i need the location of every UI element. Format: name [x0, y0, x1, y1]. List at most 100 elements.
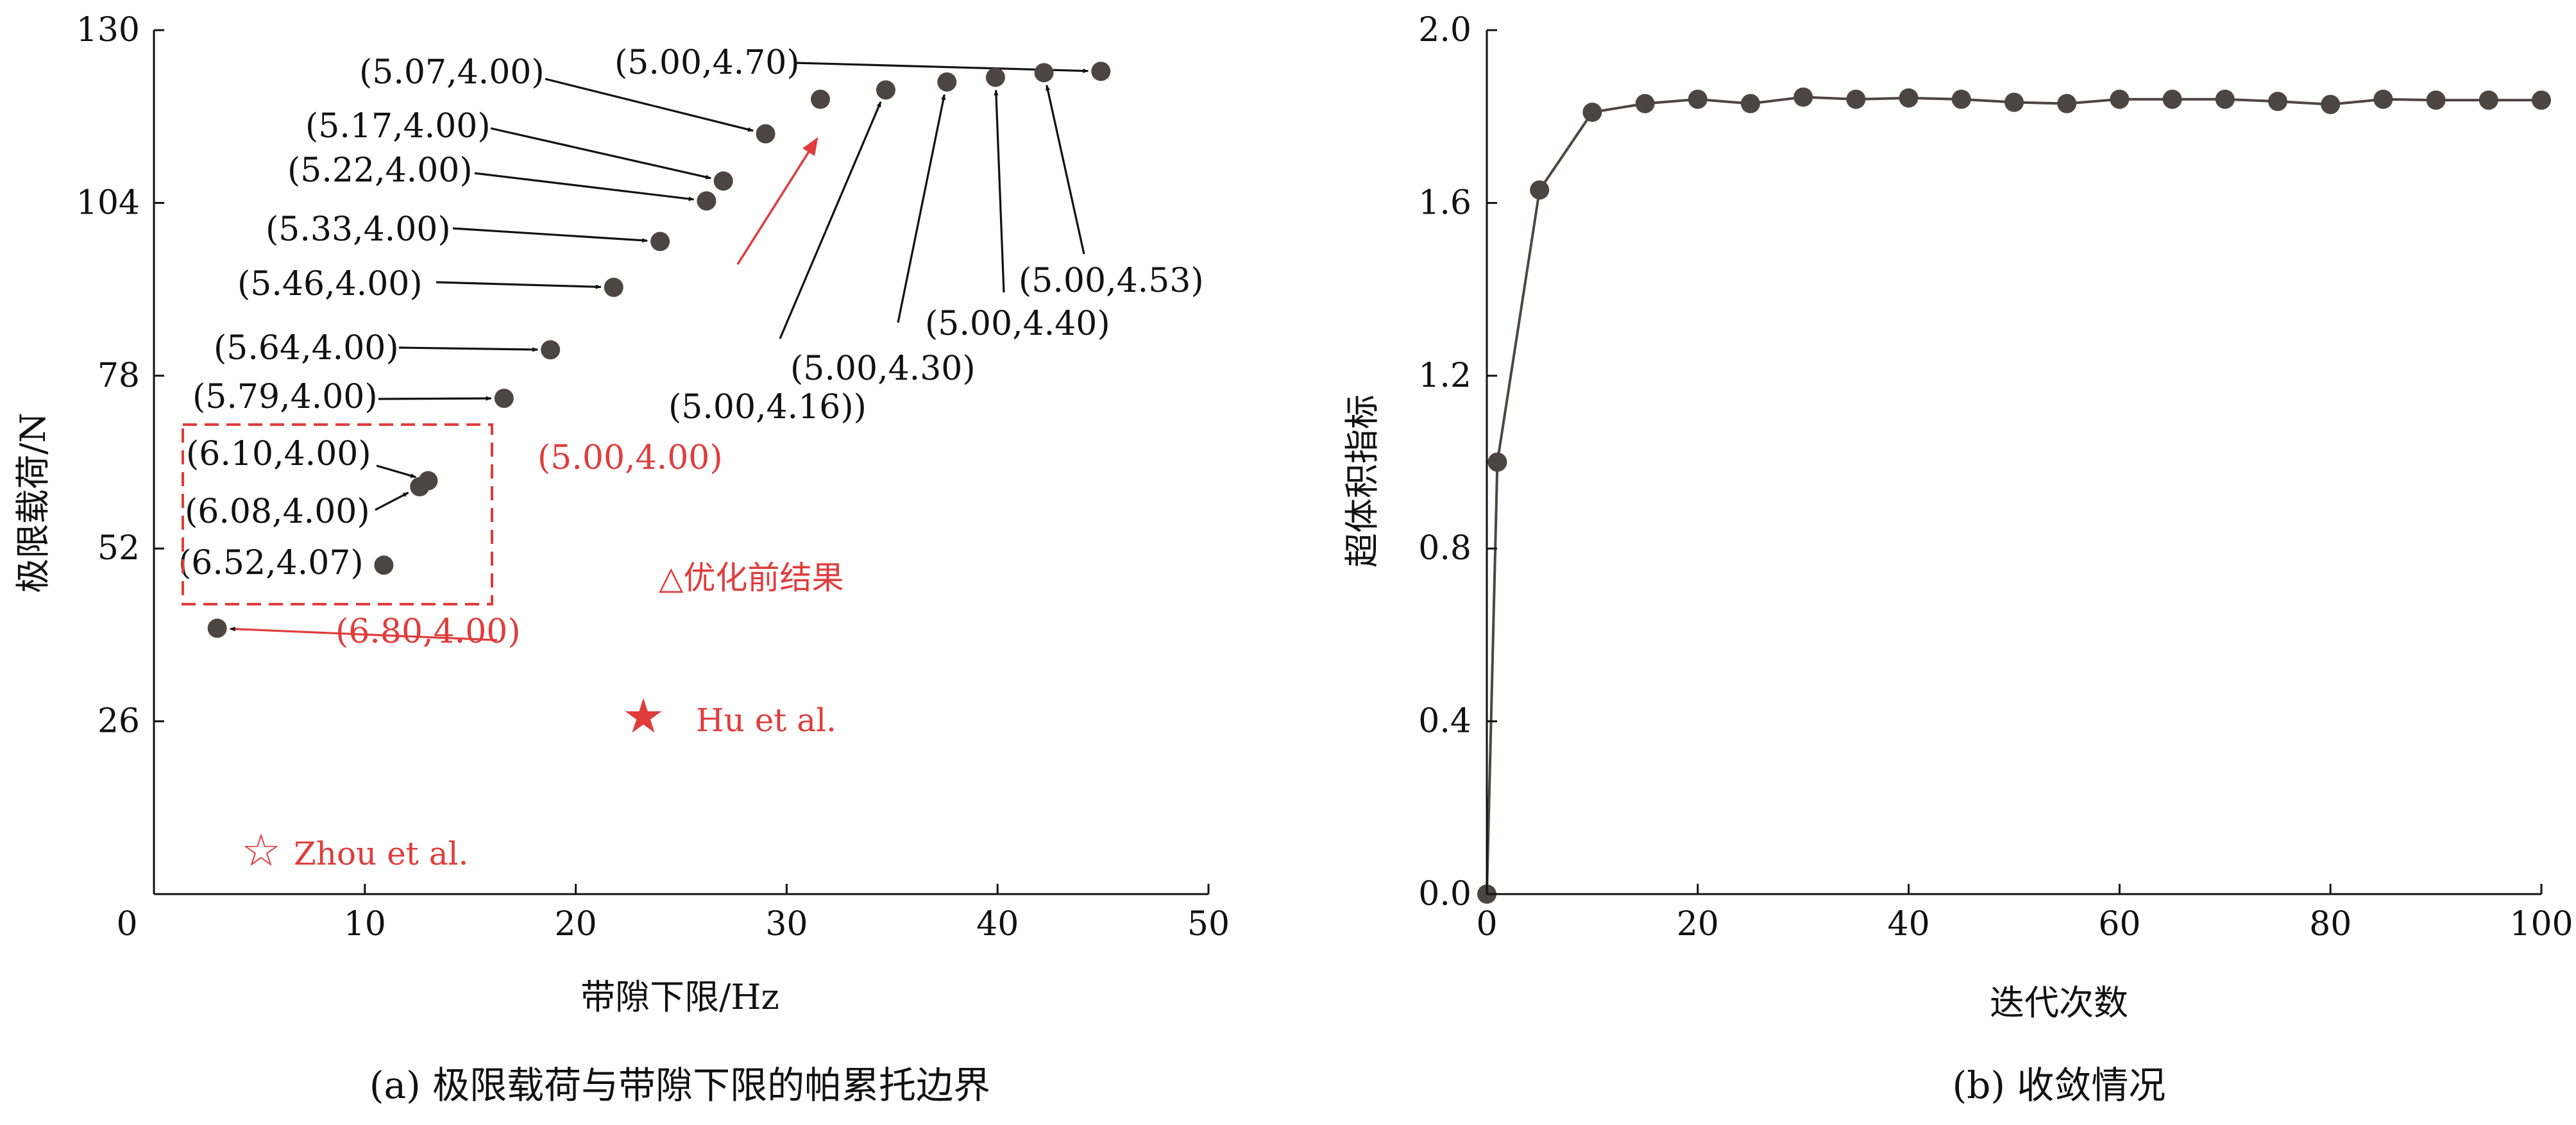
y-tick-label: 104	[76, 183, 140, 222]
data-point	[2321, 94, 2341, 114]
point-label: (5.00,4.16))	[668, 388, 867, 427]
data-point	[2532, 90, 2551, 110]
point-label: (5.00,4.00)	[538, 439, 723, 477]
caption-b: (b) 收敛情况	[1953, 1063, 2166, 1107]
point-label: (5.22,4.00)	[287, 151, 473, 190]
data-point	[2162, 89, 2182, 109]
label-arrow	[1046, 84, 1085, 255]
panel-a-scatter: (6.80,4.00) (6.52,4.07) (6.08,4.00) (6.10,4…	[13, 11, 1230, 1107]
data-point	[374, 555, 394, 575]
data-point	[1846, 89, 1866, 109]
highlight-box	[182, 423, 493, 605]
point-label: (6.52,4.07)	[178, 544, 364, 582]
x-tick-label: 40	[1888, 905, 1930, 943]
x-tick-label: 0	[1476, 905, 1497, 943]
label-arrow	[376, 464, 417, 478]
point-label: (5.00,4.30)	[790, 350, 976, 388]
data-point	[937, 72, 957, 92]
data-point	[811, 89, 831, 109]
x-axis-label: 迭代次数	[1990, 983, 2128, 1023]
point-label: (5.00,4.40)	[925, 305, 1110, 343]
data-point	[876, 80, 895, 100]
x-tick-label: 0	[116, 905, 137, 943]
y-tick-label: 78	[97, 357, 140, 395]
data-point	[756, 124, 775, 144]
data-point	[1635, 94, 1655, 114]
label-arrow	[474, 172, 695, 201]
data-point	[985, 67, 1005, 87]
point-label: (5.79,4.00)	[192, 378, 378, 416]
data-point	[604, 277, 623, 297]
data-points	[207, 62, 1111, 638]
point-labels: (6.80,4.00) (6.52,4.07) (6.08,4.00) (6.10,4…	[178, 44, 1204, 651]
label-arrow	[545, 78, 754, 132]
label-arrow	[378, 396, 492, 401]
y-tick-label: 0.8	[1418, 529, 1471, 568]
y-tick-label: 0.0	[1418, 875, 1471, 913]
data-point	[1582, 102, 1602, 122]
data-points	[1477, 87, 2551, 904]
data-point	[2004, 92, 2024, 112]
pre-optimization-label: △优化前结果	[659, 559, 843, 596]
point-label: (5.17,4.00)	[305, 107, 491, 146]
point-label: (5.00,4.70)	[614, 44, 800, 82]
data-point	[418, 471, 438, 491]
data-point	[713, 171, 733, 191]
point-label: (6.80,4.00)	[335, 613, 521, 651]
annotation-arrows	[229, 62, 1089, 641]
hu-et-al-label: Hu et al.	[696, 702, 836, 739]
point-label: (5.46,4.00)	[237, 265, 423, 303]
zhou-et-al-label: Zhou et al.	[294, 835, 468, 872]
data-point	[541, 340, 561, 360]
data-point	[1899, 88, 1919, 108]
data-point	[2215, 89, 2235, 109]
point-label: (5.33,4.00)	[266, 210, 451, 249]
data-point	[1951, 89, 1971, 109]
data-point	[2268, 92, 2287, 112]
data-point	[2110, 89, 2130, 109]
y-axis-label: 超体积指标	[1342, 394, 1382, 568]
x-axis-label: 带隙下限/Hz	[580, 977, 779, 1017]
data-point	[1741, 94, 1760, 114]
x-tick-label: 20	[1677, 905, 1719, 943]
hu-star-icon: ★	[622, 689, 665, 744]
label-arrow	[375, 491, 409, 511]
y-tick-label: 26	[97, 702, 140, 741]
data-point	[2373, 89, 2393, 109]
data-point	[1793, 87, 1813, 107]
point-label: (6.10,4.00)	[186, 435, 371, 473]
x-tick-label: 100	[2509, 905, 2573, 943]
x-tick-label: 40	[976, 905, 1019, 943]
label-arrow	[490, 127, 712, 180]
label-arrow	[897, 94, 946, 323]
label-arrow	[452, 227, 648, 243]
x-tick-label: 50	[1187, 905, 1230, 943]
y-tick-label: 130	[76, 11, 140, 49]
y-tick-label: 1.2	[1418, 357, 1471, 395]
data-point	[650, 232, 670, 251]
axes: 0 20 40 60 80 100 0.0 0.4 0.8 1.2 1.6 2.0	[1418, 11, 2573, 943]
data-point	[1034, 63, 1054, 83]
data-point	[1688, 89, 1707, 109]
x-tick-label: 30	[765, 905, 808, 943]
x-tick-label: 80	[2309, 905, 2351, 943]
x-tick-label: 10	[344, 905, 386, 943]
series-line	[1486, 96, 2541, 895]
red-arrow	[736, 137, 818, 265]
caption-a: (a) 极限载荷与带隙下限的帕累托边界	[369, 1063, 990, 1107]
data-point	[2479, 90, 2498, 110]
zhou-star-icon: ☆	[241, 824, 282, 877]
y-tick-label: 0.4	[1418, 702, 1471, 741]
point-label: (5.64,4.00)	[214, 329, 399, 368]
data-point	[207, 618, 227, 638]
y-tick-label: 2.0	[1418, 11, 1471, 49]
point-label: (5.07,4.00)	[359, 53, 545, 92]
data-point	[697, 191, 716, 211]
label-arrow	[994, 89, 1005, 293]
x-tick-label: 60	[2098, 905, 2140, 943]
label-arrow	[398, 346, 539, 352]
data-point	[2057, 94, 2077, 114]
data-point	[494, 389, 514, 409]
data-point	[1091, 62, 1111, 81]
